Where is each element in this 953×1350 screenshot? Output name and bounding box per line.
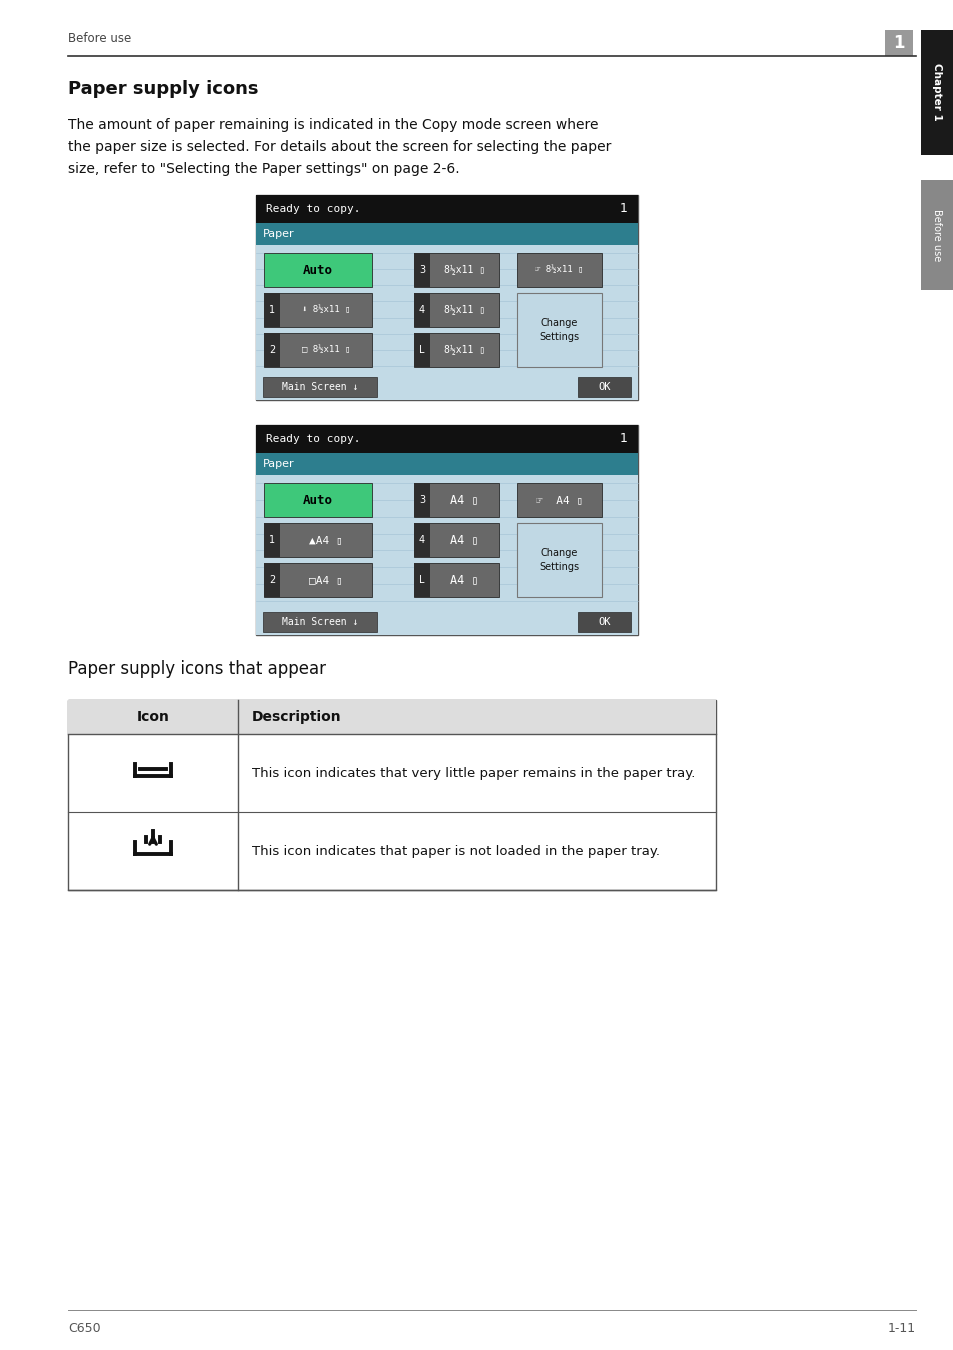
Text: The amount of paper remaining is indicated in the Copy mode screen where: The amount of paper remaining is indicat… [68, 117, 598, 132]
Text: Paper: Paper [263, 459, 294, 468]
Text: This icon indicates that paper is not loaded in the paper tray.: This icon indicates that paper is not lo… [252, 845, 659, 857]
Text: 8½x11 ▯: 8½x11 ▯ [443, 265, 484, 275]
Bar [414, 333, 498, 367]
Text: 1: 1 [269, 535, 274, 545]
Text: OK: OK [598, 617, 610, 626]
Bar [264, 483, 372, 517]
Bar [264, 563, 280, 597]
Text: A4 ▯: A4 ▯ [450, 494, 478, 506]
Bar [517, 483, 601, 517]
Bar [264, 293, 372, 327]
Text: OK: OK [598, 382, 610, 391]
Bar [264, 293, 280, 327]
Bar [255, 454, 638, 475]
Text: Auto: Auto [303, 263, 333, 277]
Bar [414, 522, 430, 558]
Text: Description: Description [252, 710, 341, 724]
Bar [68, 701, 716, 890]
Text: Before use: Before use [931, 209, 942, 261]
Text: 8½x11 ▯: 8½x11 ▯ [443, 305, 484, 315]
Text: L: L [418, 346, 424, 355]
Text: □ 8½x11 ▯: □ 8½x11 ▯ [301, 346, 350, 355]
Text: Paper supply icons that appear: Paper supply icons that appear [68, 660, 326, 678]
Bar [264, 522, 280, 558]
Bar [264, 522, 372, 558]
Bar [264, 563, 372, 597]
Bar [517, 293, 601, 367]
Text: L: L [418, 575, 424, 585]
Text: C650: C650 [68, 1322, 100, 1335]
Text: Before use: Before use [68, 31, 132, 45]
Text: □A4 ▯: □A4 ▯ [309, 575, 342, 585]
Bar [255, 223, 638, 244]
Bar [414, 483, 498, 517]
Text: Paper: Paper [263, 230, 294, 239]
Text: Change
Settings: Change Settings [538, 548, 579, 571]
Bar [68, 701, 716, 734]
Text: 2: 2 [269, 575, 274, 585]
Bar [414, 333, 430, 367]
Text: 3: 3 [418, 495, 425, 505]
Text: 4: 4 [418, 535, 425, 545]
Bar [255, 244, 638, 374]
Text: A4 ▯: A4 ▯ [450, 533, 478, 547]
Text: ▲A4 ▯: ▲A4 ▯ [309, 535, 342, 545]
Bar [414, 293, 498, 327]
Text: Ready to copy.: Ready to copy. [266, 433, 360, 444]
Text: the paper size is selected. For details about the screen for selecting the paper: the paper size is selected. For details … [68, 140, 611, 154]
Bar [414, 483, 430, 517]
Bar [517, 522, 601, 597]
Text: A4 ▯: A4 ▯ [450, 574, 478, 586]
Bar [255, 609, 638, 634]
Text: 1: 1 [619, 432, 627, 446]
Text: ☞ 8½x11 ▯: ☞ 8½x11 ▯ [535, 266, 583, 274]
Bar [578, 612, 630, 632]
Bar [414, 293, 430, 327]
Bar [414, 522, 498, 558]
Bar [264, 333, 372, 367]
Bar [255, 425, 638, 634]
Bar [414, 252, 498, 288]
Text: Main Screen ↓: Main Screen ↓ [281, 382, 357, 391]
Text: Chapter 1: Chapter 1 [931, 63, 942, 122]
Bar [264, 252, 372, 288]
Bar [255, 425, 638, 454]
Text: 4: 4 [418, 305, 425, 315]
Text: This icon indicates that very little paper remains in the paper tray.: This icon indicates that very little pap… [252, 767, 695, 779]
Bar [414, 252, 430, 288]
Bar [255, 194, 638, 223]
Text: size, refer to "Selecting the Paper settings" on page 2-6.: size, refer to "Selecting the Paper sett… [68, 162, 459, 176]
Bar [578, 377, 630, 397]
Text: ☞  A4 ▯: ☞ A4 ▯ [536, 495, 582, 505]
Text: 1: 1 [619, 202, 627, 216]
Bar [517, 252, 601, 288]
Bar [414, 563, 498, 597]
Bar [920, 180, 953, 290]
Text: 8½x11 ▯: 8½x11 ▯ [443, 346, 484, 355]
Text: 1-11: 1-11 [887, 1322, 915, 1335]
Text: 1: 1 [269, 305, 274, 315]
Text: Ready to copy.: Ready to copy. [266, 204, 360, 215]
Text: 1: 1 [892, 34, 903, 53]
Text: ⬇ 8½x11 ▯: ⬇ 8½x11 ▯ [301, 305, 350, 315]
Bar [264, 333, 280, 367]
Text: 3: 3 [418, 265, 425, 275]
Bar [920, 30, 953, 155]
Text: Auto: Auto [303, 494, 333, 506]
Bar [414, 563, 430, 597]
Bar [263, 377, 376, 397]
Text: Paper supply icons: Paper supply icons [68, 80, 258, 99]
Bar [263, 612, 376, 632]
Bar [255, 475, 638, 609]
Text: Icon: Icon [136, 710, 170, 724]
Bar [255, 374, 638, 400]
Text: Main Screen ↓: Main Screen ↓ [281, 617, 357, 626]
Text: Change
Settings: Change Settings [538, 319, 579, 342]
Bar [884, 30, 912, 55]
Text: 2: 2 [269, 346, 274, 355]
Bar [255, 194, 638, 400]
